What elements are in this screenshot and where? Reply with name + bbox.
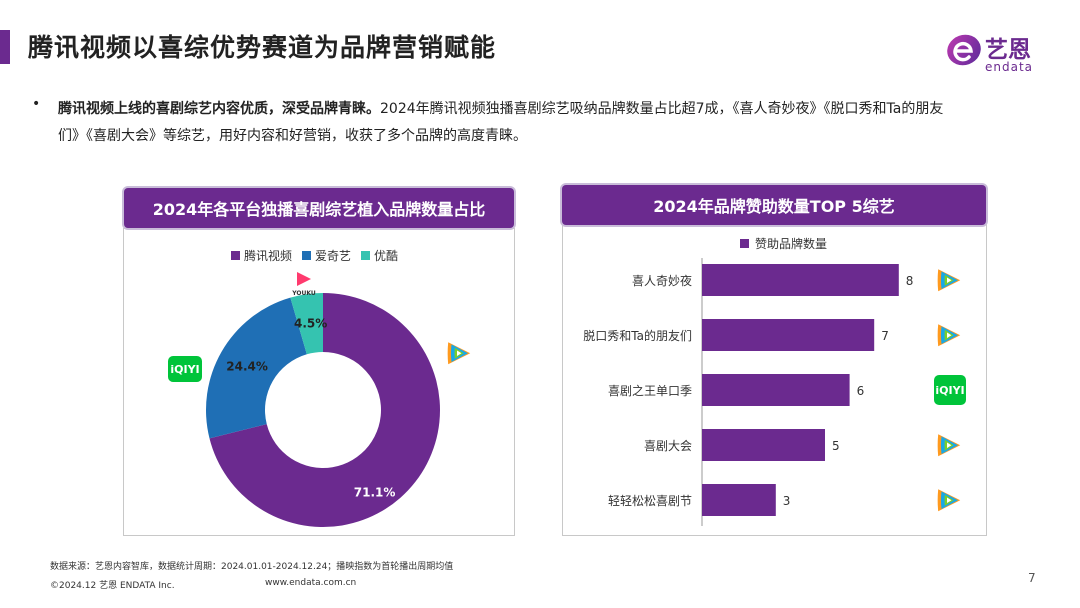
endata-logo-icon — [947, 34, 981, 66]
footer-copyright: ©2024.12 艺恩 ENDATA Inc. — [50, 581, 175, 591]
youku-icon: YOUKU — [291, 272, 316, 297]
footer-source: 数据来源：艺恩内容智库，数据统计周期：2024.01.01-2024.12.24… — [50, 562, 454, 572]
legend-label: 优酷 — [374, 249, 398, 263]
youku-icon-label: YOUKU — [291, 290, 316, 297]
value-label: 7 — [881, 329, 889, 343]
bar — [702, 264, 899, 296]
category-label: 喜剧之王单口季 — [608, 384, 692, 398]
legend-label: 赞助品牌数量 — [755, 236, 827, 251]
footer-website: www.endata.com.cn — [265, 578, 357, 588]
slice-label: 24.4% — [226, 359, 268, 373]
legend-swatch — [231, 251, 240, 260]
value-label: 8 — [906, 274, 914, 288]
legend-label: 腾讯视频 — [244, 248, 292, 263]
donut-chart: 腾讯视频 爱奇艺 优酷 71.1% 24.4% 4.5% iQIYI YOUKU — [168, 248, 471, 527]
donut-chart-title: 2024年各平台独播喜剧综艺植入品牌数量占比 — [124, 188, 514, 228]
donut-slice — [206, 297, 307, 439]
intro-paragraph: 腾讯视频上线的喜剧综艺内容优质，深受品牌青睐。2024年腾讯视频独播喜剧综艺吸纳… — [58, 96, 963, 150]
intro-bold: 腾讯视频上线的喜剧综艺内容优质，深受品牌青睐。 — [58, 101, 380, 117]
legend-swatch — [361, 251, 370, 260]
donut-legend: 腾讯视频 爱奇艺 优酷 — [231, 248, 398, 263]
legend-label: 爱奇艺 — [315, 249, 351, 263]
legend-swatch — [740, 239, 749, 248]
iqiyi-icon: iQIYI — [934, 375, 966, 405]
donut-slice — [209, 293, 440, 527]
value-label: 6 — [857, 384, 865, 398]
bullet-dot: • — [32, 96, 41, 112]
bar — [702, 319, 875, 351]
endata-logo: 艺恩 endata — [945, 30, 1055, 76]
page-number: 7 — [1028, 571, 1036, 585]
category-label: 轻轻松松喜剧节 — [608, 494, 692, 508]
value-label: 3 — [783, 494, 791, 508]
donut-slice — [290, 293, 323, 355]
slice-label: 71.1% — [354, 486, 396, 500]
title-accent-bar — [0, 30, 10, 64]
tencent-video-icon — [937, 434, 961, 457]
page-title: 腾讯视频以喜综优势赛道为品牌营销赋能 — [28, 33, 497, 62]
logo-text-en: endata — [985, 60, 1034, 74]
tencent-video-icon — [447, 342, 471, 365]
slice-label: 4.5% — [294, 316, 327, 330]
intro-text: 2024年腾讯视频独播喜剧综艺吸纳品牌数量占比超7成，《喜人奇妙夜》《脱口秀和T… — [58, 101, 944, 144]
tencent-video-icon — [937, 324, 961, 347]
iqiyi-icon: iQIYI — [168, 356, 202, 382]
tencent-video-icon — [937, 269, 961, 292]
legend-swatch — [302, 251, 311, 260]
iqiyi-icon-label: iQIYI — [170, 363, 199, 376]
tencent-video-icon — [937, 489, 961, 512]
category-label: 喜人奇妙夜 — [632, 273, 692, 288]
logo-text-cn: 艺恩 — [985, 37, 1031, 63]
bar — [702, 429, 825, 461]
bar — [702, 484, 776, 516]
category-label: 喜剧大会 — [644, 439, 692, 453]
bar — [702, 374, 850, 406]
bar-chart-title: 2024年品牌赞助数量TOP 5综艺 — [562, 185, 986, 225]
category-label: 脱口秀和Ta的朋友们 — [583, 328, 692, 343]
iqiyi-icon-label: iQIYI — [935, 384, 964, 397]
value-label: 5 — [832, 439, 840, 453]
